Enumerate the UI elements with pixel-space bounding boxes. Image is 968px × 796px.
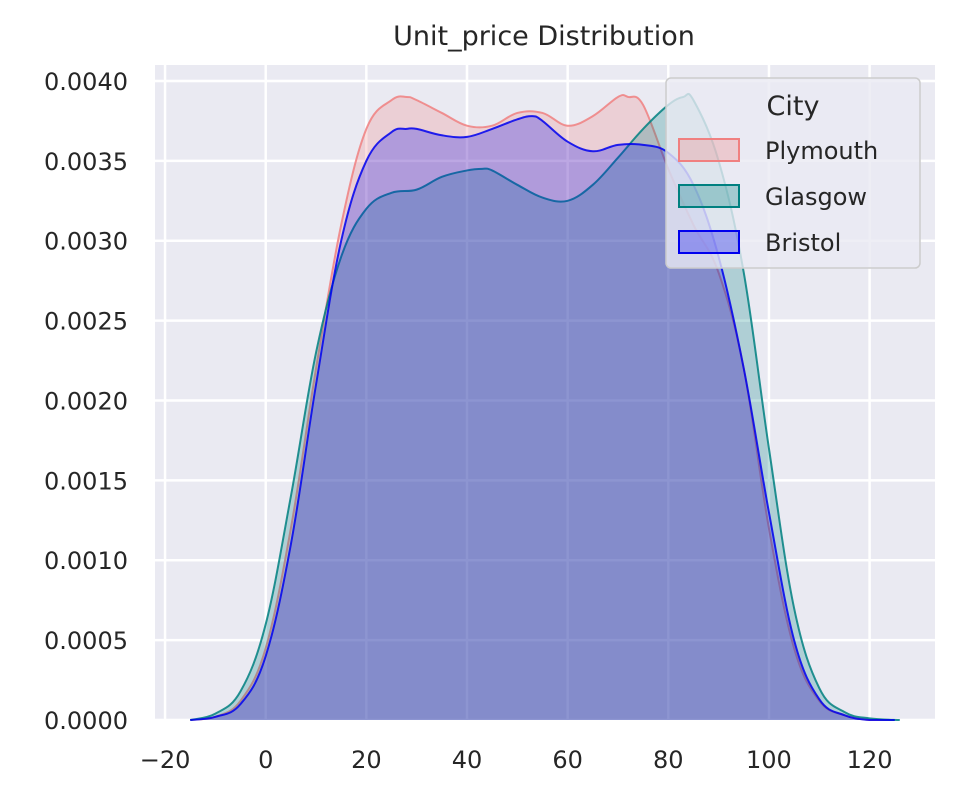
x-tick-label: 60 — [552, 746, 583, 774]
y-tick-label: 0.0020 — [44, 387, 128, 415]
x-tick-label: 40 — [452, 746, 483, 774]
legend-swatch-bristol — [678, 230, 740, 254]
legend-box — [665, 77, 921, 269]
legend-items: Plymouth Glasgow Bristol — [678, 137, 878, 257]
x-tick-label: −20 — [140, 746, 191, 774]
density-line-plymouth — [190, 94, 895, 721]
legend-label-bristol: Bristol — [765, 229, 841, 257]
y-tick-label: 0.0005 — [44, 627, 128, 655]
x-axis-tick-labels: −20 0 20 40 60 80 100 120 — [140, 746, 893, 774]
y-tick-label: 0.0015 — [44, 467, 128, 495]
density-line-glasgow — [189, 92, 900, 721]
x-tick-label: 100 — [746, 746, 792, 774]
y-axis-tick-labels: 0.0000 0.0005 0.0010 0.0015 0.0020 0.0025 0.00… — [44, 68, 128, 735]
chart-title: Unit_price Distribution — [393, 21, 695, 52]
y-tick-label: 0.0000 — [44, 707, 128, 735]
y-tick-label: 0.0030 — [44, 228, 128, 256]
legend: City Plymouth Glasgow Bristol — [665, 77, 921, 269]
density-area-plymouth — [190, 95, 895, 720]
x-tick-label: 80 — [653, 746, 684, 774]
y-tick-label: 0.0025 — [44, 308, 128, 336]
x-tick-label: 120 — [847, 746, 893, 774]
legend-swatch-glasgow — [678, 184, 740, 208]
x-tick-label: 0 — [258, 746, 273, 774]
y-tick-label: 0.0010 — [44, 547, 128, 575]
legend-label-plymouth: Plymouth — [765, 137, 878, 165]
legend-swatch-plymouth — [678, 138, 740, 162]
legend-title: City — [767, 91, 820, 122]
y-tick-label: 0.0035 — [44, 148, 128, 176]
legend-label-glasgow: Glasgow — [765, 183, 867, 211]
x-tick-label: 20 — [351, 746, 382, 774]
y-tick-label: 0.0040 — [44, 68, 128, 96]
density-line-bristol — [190, 115, 895, 721]
